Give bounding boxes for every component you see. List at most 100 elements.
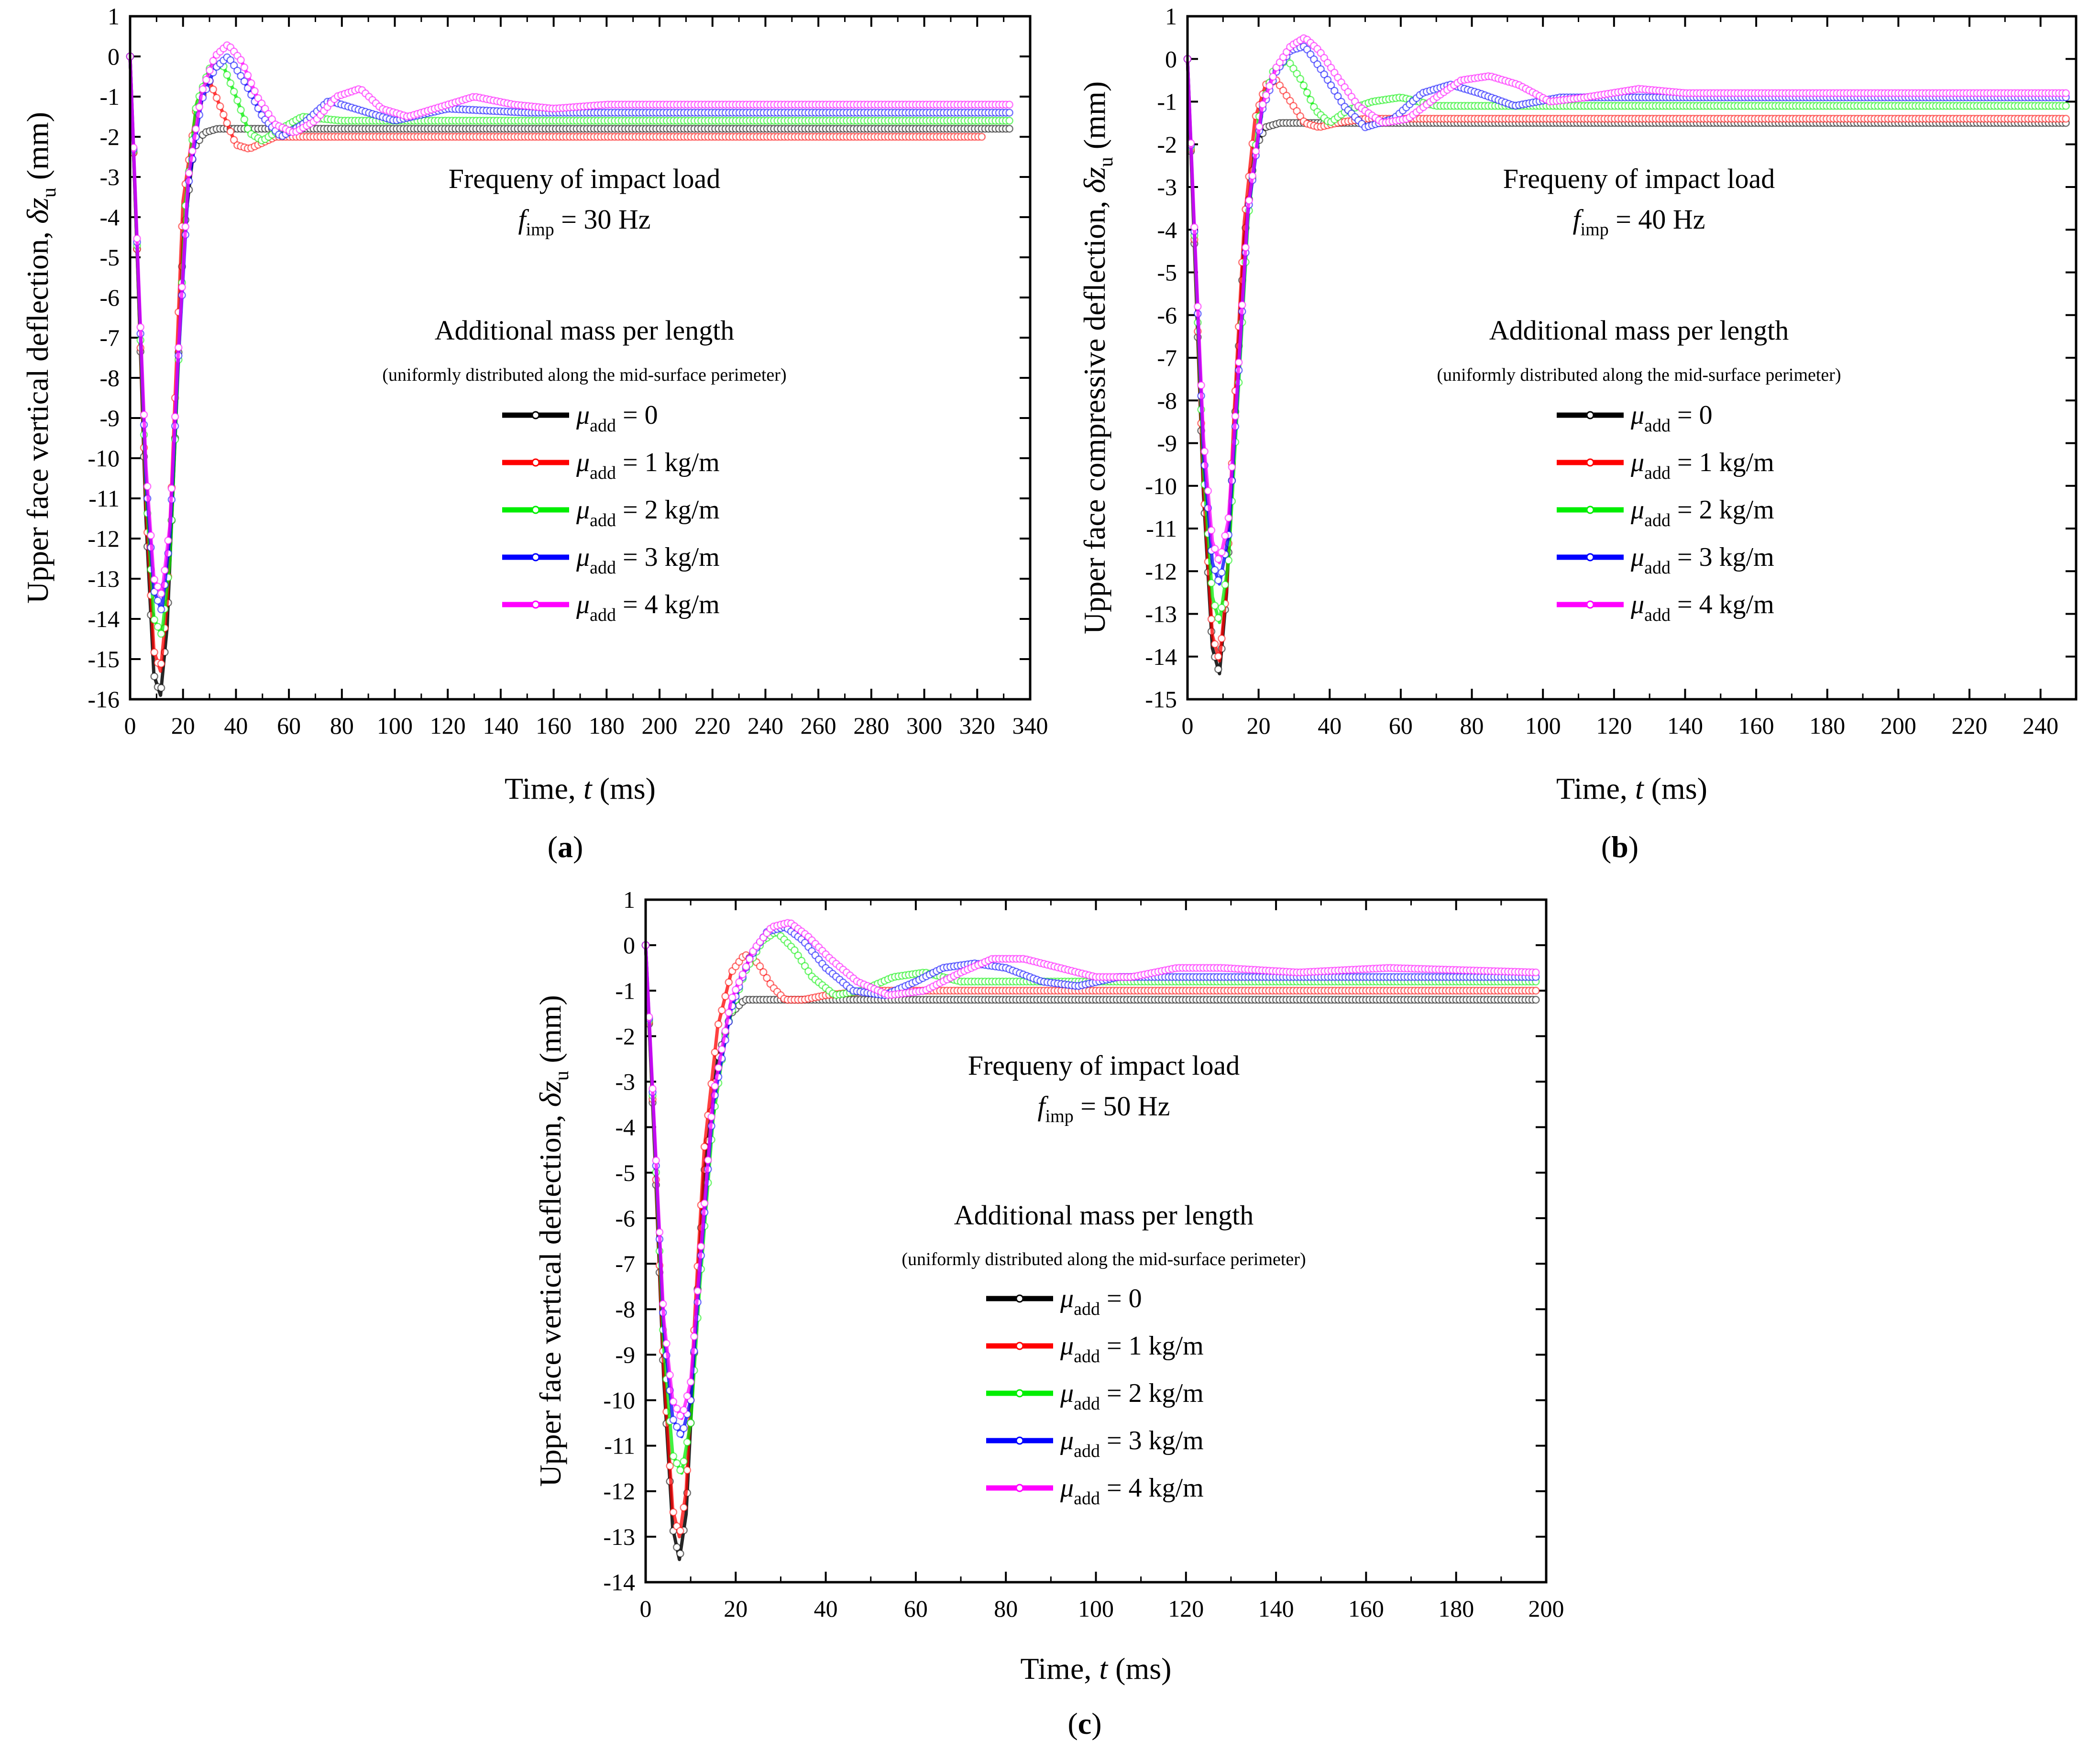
legend-value: = 1 kg/m: [616, 448, 720, 477]
series-point: [240, 77, 249, 86]
x-tick-label: 100: [377, 712, 413, 739]
freq-value: = 40 Hz: [1609, 204, 1705, 235]
panel-letter: c: [1078, 1707, 1091, 1741]
series-point: [725, 1008, 733, 1017]
legend-marker-4: [1015, 1484, 1024, 1492]
legend-mu-sub: add: [1644, 510, 1671, 530]
y-tick-label: -1: [99, 83, 120, 110]
legend-marker-2: [531, 506, 540, 514]
y-tick-label: -11: [88, 485, 120, 512]
y-tick-label: -12: [1145, 558, 1177, 584]
series-point: [1197, 381, 1205, 389]
y-tick-label: 1: [1165, 3, 1177, 30]
legend-marker-0: [1586, 411, 1594, 419]
series-point: [735, 978, 743, 986]
x-tick-label: 180: [1809, 712, 1845, 739]
legend-label-1: μadd = 1 kg/m: [1630, 448, 1774, 483]
ylabel-sub: u: [1095, 157, 1117, 167]
series-point: [1245, 196, 1253, 205]
series-point: [1234, 358, 1243, 366]
x-tick-label: 240: [748, 712, 783, 739]
series-point: [1303, 88, 1311, 97]
legend-subtitle: (uniformly distributed along the mid-sur…: [902, 1249, 1306, 1269]
series-point: [1218, 604, 1226, 612]
panel-paren-open: (: [1601, 830, 1611, 864]
series-point: [1005, 117, 1013, 125]
legend-label-2: μadd = 2 kg/m: [576, 495, 720, 530]
series-point: [1221, 581, 1229, 589]
legend-marker-2: [1015, 1389, 1024, 1398]
series-point: [1252, 147, 1260, 155]
x-tick-label: 40: [1318, 712, 1341, 739]
legend-label-1: μadd = 1 kg/m: [1060, 1331, 1204, 1366]
legend-marker-3: [1586, 553, 1594, 562]
legend-mu: μ: [576, 542, 590, 572]
x-tick-label: 180: [1438, 1595, 1474, 1622]
series-point: [188, 147, 197, 155]
xlabel-pre: Time,: [505, 771, 583, 805]
x-tick-label: 80: [1460, 712, 1484, 739]
x-tick-label: 0: [640, 1595, 652, 1622]
x-axis-title: Time, t (ms): [505, 771, 656, 805]
series-point: [206, 66, 214, 75]
series-point: [1207, 579, 1216, 587]
legend-marker-0: [531, 411, 540, 419]
series-point: [157, 660, 165, 668]
legend-mu-sub: add: [1074, 1346, 1100, 1366]
y-tick-label: -9: [1157, 430, 1177, 457]
legend-marker-3: [1015, 1436, 1024, 1445]
y-tick-label: -5: [615, 1159, 635, 1186]
series-point: [672, 1543, 681, 1552]
panel-letter: b: [1611, 830, 1628, 864]
legend-label-4: μadd = 4 kg/m: [1060, 1473, 1204, 1509]
y-tick-label: -13: [88, 565, 120, 592]
x-tick-label: 80: [994, 1595, 1018, 1622]
series-point: [1210, 640, 1219, 648]
legend-label-1: μadd = 1 kg/m: [576, 448, 720, 483]
legend-mu: μ: [1630, 448, 1644, 477]
y-tick-label: -14: [1145, 643, 1177, 670]
legend-marker-0: [1015, 1294, 1024, 1303]
y-tick-label: -2: [1157, 131, 1177, 158]
y-tick-label: -2: [99, 123, 120, 150]
y-tick-label: -8: [1157, 387, 1177, 414]
x-tick-label: 140: [483, 712, 518, 739]
series-point: [230, 88, 238, 96]
series-point: [680, 1503, 688, 1512]
series-point: [1214, 652, 1222, 661]
legend-marker-2: [1586, 506, 1594, 514]
series-point: [732, 986, 740, 994]
y-tick-label: -2: [615, 1023, 635, 1049]
y-tick-label: -3: [615, 1069, 635, 1095]
x-tick-label: 320: [959, 712, 995, 739]
legend-mu-sub: add: [1644, 605, 1671, 625]
y-tick-label: -10: [1145, 473, 1177, 499]
series-point: [1262, 91, 1270, 99]
series-point: [669, 1416, 678, 1424]
series-point: [178, 283, 186, 291]
series-point: [655, 1228, 664, 1236]
ylabel-sub: u: [551, 1071, 573, 1081]
x-tick-label: 340: [1012, 712, 1048, 739]
series-point: [711, 1082, 719, 1091]
legend-mu-sub: add: [590, 605, 616, 625]
series-point: [1214, 665, 1222, 673]
ylabel-var: δz: [1077, 167, 1111, 193]
legend-label-3: μadd = 3 kg/m: [1630, 542, 1774, 578]
series-point: [226, 79, 235, 88]
series-point: [683, 1466, 692, 1475]
ylabel-pre: Upper face compressive deflection,: [1077, 193, 1111, 634]
legend-value: = 0: [1671, 400, 1713, 430]
x-tick-label: 160: [1738, 712, 1774, 739]
series-point: [1231, 412, 1240, 420]
series-point: [251, 87, 259, 95]
series-point: [237, 56, 245, 64]
y-tick-label: 0: [623, 932, 635, 959]
series-point: [700, 1199, 709, 1207]
series-point: [700, 1143, 709, 1151]
series-point: [666, 1462, 674, 1470]
series-point: [1269, 73, 1277, 81]
series-point: [686, 1378, 695, 1386]
y-tick-label: -13: [603, 1523, 635, 1550]
series-point: [202, 76, 210, 84]
